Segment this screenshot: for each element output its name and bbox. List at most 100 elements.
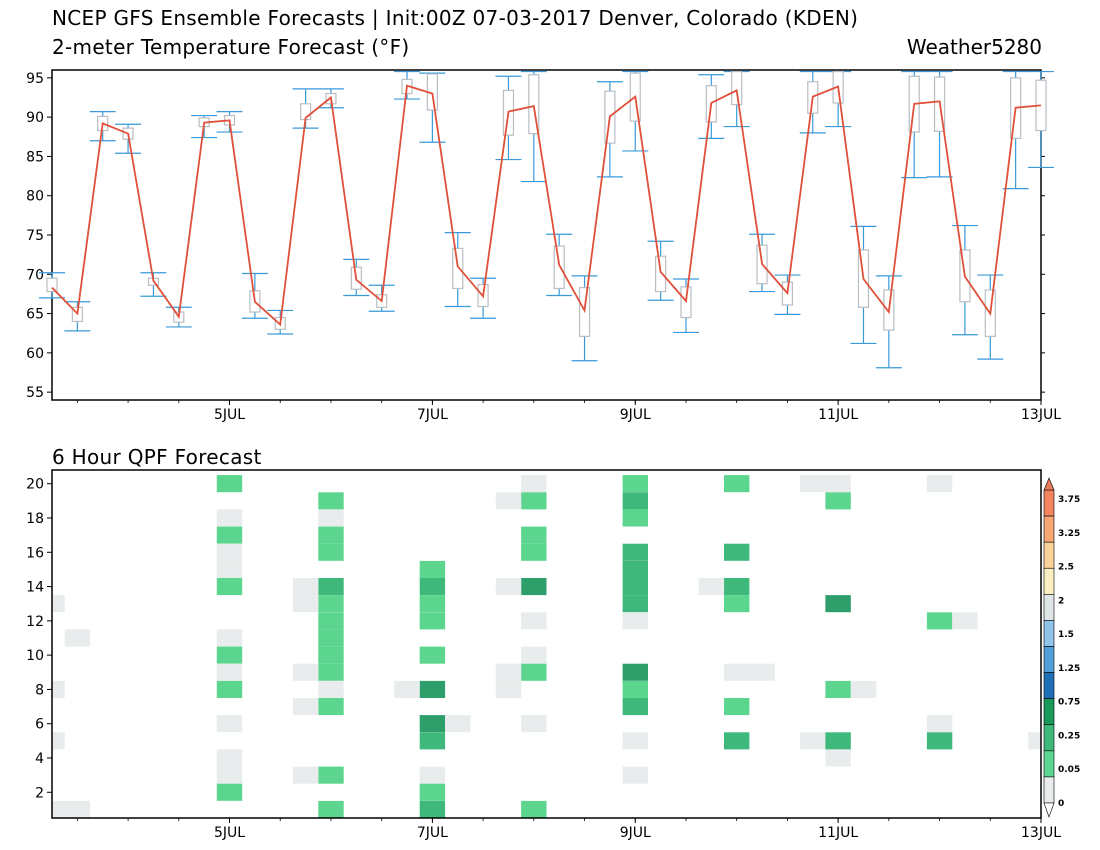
qpf-cell	[216, 715, 243, 733]
qpf-y-tick-label: 20	[26, 477, 44, 493]
qpf-cell	[825, 732, 851, 750]
ensemble-box	[774, 274, 801, 315]
qpf-cell	[419, 560, 446, 578]
y-tick-label: 80	[26, 189, 44, 205]
ensemble-box	[875, 275, 902, 369]
qpf-y-tick-label: 8	[35, 682, 44, 698]
qpf-cell	[622, 595, 648, 613]
qpf-cell	[521, 663, 547, 681]
colorbar-tick-label: 0	[1058, 799, 1064, 809]
colorbar-segment	[1043, 672, 1055, 699]
ensemble-box	[951, 224, 978, 336]
qpf-cell	[1028, 732, 1041, 750]
qpf-y-tick-label: 4	[35, 751, 44, 767]
colorbar-segment	[1043, 541, 1055, 569]
qpf-cell	[495, 663, 522, 681]
qpf-cell	[318, 509, 344, 527]
qpf-cell	[698, 578, 725, 596]
qpf-cell	[926, 612, 953, 630]
y-tick-label: 55	[26, 385, 44, 401]
qpf-cell	[419, 732, 446, 750]
qpf-cell	[724, 698, 750, 716]
qpf-x-tick-label: 13JUL	[1021, 825, 1061, 841]
qpf-cell	[800, 732, 826, 750]
qpf-cell	[622, 680, 648, 698]
ensemble-mean-line	[51, 84, 1042, 327]
qpf-cell	[850, 680, 877, 698]
qpf-cell	[52, 732, 65, 750]
qpf-cell	[521, 526, 547, 544]
qpf-cell	[216, 578, 243, 596]
qpf-cell	[521, 578, 547, 596]
qpf-cell	[521, 492, 547, 510]
qpf-cell	[825, 595, 851, 613]
qpf-cell	[724, 543, 750, 561]
qpf-cell	[318, 629, 344, 647]
qpf-cell	[724, 475, 750, 493]
temperature-chart-title: 2-meter Temperature Forecast (°F)	[52, 35, 410, 59]
qpf-cell	[495, 680, 522, 698]
qpf-cell	[622, 560, 648, 578]
y-tick-label: 90	[26, 110, 44, 126]
qpf-x-tick-label: 11JUL	[818, 825, 858, 841]
ensemble-box	[64, 301, 91, 332]
iqr-box	[528, 74, 540, 135]
qpf-cell	[52, 595, 65, 613]
qpf-cell	[724, 595, 750, 613]
qpf-cell	[622, 732, 648, 750]
ensemble-box	[977, 274, 1004, 360]
y-tick-label: 65	[26, 307, 44, 323]
qpf-y-tick-label: 10	[26, 648, 44, 664]
qpf-cell	[216, 543, 243, 561]
y-tick-label: 85	[26, 149, 44, 165]
qpf-cell	[216, 646, 243, 664]
chart-title: NCEP GFS Ensemble Forecasts | Init:00Z 0…	[52, 6, 859, 30]
qpf-cell	[292, 663, 319, 681]
colorbar-tick-label: 1.5	[1058, 630, 1074, 640]
ensemble-box	[1028, 70, 1054, 169]
qpf-cell	[292, 595, 319, 613]
qpf-cell	[419, 646, 446, 664]
qpf-cell	[622, 663, 648, 681]
y-tick-label: 60	[26, 346, 44, 362]
temperature-plot: 55 60 65 70 75 80 85 90 95 5JUL 7JUL 9JUL 11JUL 13JUL	[26, 69, 1061, 423]
qpf-cell	[724, 578, 750, 596]
ensemble-box	[571, 275, 598, 362]
qpf-cell	[521, 715, 547, 733]
ensemble-box	[520, 70, 547, 183]
qpf-cell	[318, 595, 344, 613]
qpf-cell	[419, 800, 446, 818]
qpf-cell	[394, 680, 420, 698]
qpf-cell	[419, 783, 446, 801]
qpf-cell	[64, 629, 91, 647]
colorbar-tick-label: 0.25	[1058, 731, 1080, 741]
qpf-chart-title: 6 Hour QPF Forecast	[52, 445, 262, 469]
ensemble-box	[825, 70, 852, 128]
qpf-cell	[622, 578, 648, 596]
qpf-cell	[622, 509, 648, 527]
colorbar-tick-label: 1.25	[1058, 664, 1080, 674]
qpf-cell	[318, 698, 344, 716]
qpf-cell	[800, 475, 826, 493]
qpf-x-tick-label: 9JUL	[620, 825, 651, 841]
qpf-cell	[926, 732, 953, 750]
ensemble-box	[444, 232, 471, 308]
colorbar-segment	[1043, 489, 1055, 517]
qpf-cell	[216, 680, 243, 698]
qpf-y-tick-label: 6	[35, 717, 44, 733]
qpf-cell	[521, 543, 547, 561]
y-tick-label: 95	[26, 71, 44, 87]
ensemble-box	[1002, 70, 1029, 190]
qpf-cell	[318, 612, 344, 630]
colorbar-segment	[1043, 515, 1055, 543]
iqr-box	[655, 255, 667, 293]
qpf-cell	[724, 732, 750, 750]
y-tick-label: 70	[26, 267, 44, 283]
colorbar-tick-label: 0.75	[1058, 698, 1080, 708]
colorbar-top-arrow	[1043, 477, 1055, 491]
x-tick-label: 13JUL	[1021, 407, 1061, 423]
y-tick-label: 75	[26, 228, 44, 244]
qpf-cell	[216, 783, 243, 801]
qpf-cell	[318, 663, 344, 681]
qpf-cell	[724, 663, 750, 681]
